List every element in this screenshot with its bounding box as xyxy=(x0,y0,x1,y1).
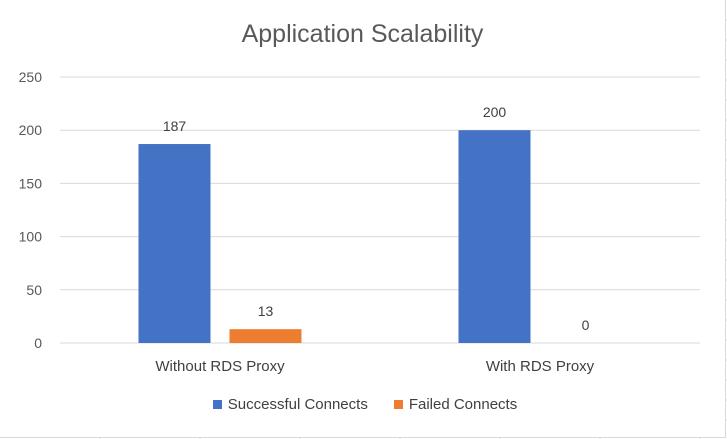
legend-item-failed[interactable]: Failed Connects xyxy=(393,396,518,413)
legend-swatch-failed xyxy=(393,400,403,409)
y-tick-label-250: 250 xyxy=(19,69,43,85)
legend-label-failed: Failed Connects xyxy=(408,396,518,413)
bar-0-1 xyxy=(229,329,302,343)
data-label-0-1: 13 xyxy=(258,303,274,319)
data-label-0-0: 187 xyxy=(163,118,187,134)
legend-item-successful[interactable]: Successful Connects xyxy=(212,396,368,413)
y-axis-tick-labels: 0 50 100 150 200 250 xyxy=(19,69,43,351)
x-axis-tick-labels: Without RDS Proxy With RDS Proxy xyxy=(155,358,594,375)
chart-title: Application Scalability xyxy=(241,20,484,48)
plot-area: 0 50 100 150 200 250 187 13 200 0 Without RDS Pr… xyxy=(19,69,700,375)
legend-label-successful: Successful Connects xyxy=(227,396,368,413)
y-tick-label-0: 0 xyxy=(34,335,42,351)
data-labels: 187 13 200 0 xyxy=(163,104,590,333)
legend-swatch-successful xyxy=(212,400,222,409)
data-label-1-1: 0 xyxy=(582,317,590,333)
bar-0-0 xyxy=(138,144,211,343)
y-tick-label-200: 200 xyxy=(19,122,43,138)
y-tick-label-50: 50 xyxy=(26,282,42,298)
y-tick-label-150: 150 xyxy=(19,175,43,191)
x-tick-label-0: Without RDS Proxy xyxy=(155,358,285,375)
legend: Successful Connects Failed Connects xyxy=(0,396,727,413)
bar-1-0 xyxy=(458,130,531,343)
y-tick-label-100: 100 xyxy=(19,229,43,245)
bar-series xyxy=(138,130,531,343)
x-tick-label-1: With RDS Proxy xyxy=(486,358,595,375)
data-label-1-0: 200 xyxy=(483,104,507,120)
